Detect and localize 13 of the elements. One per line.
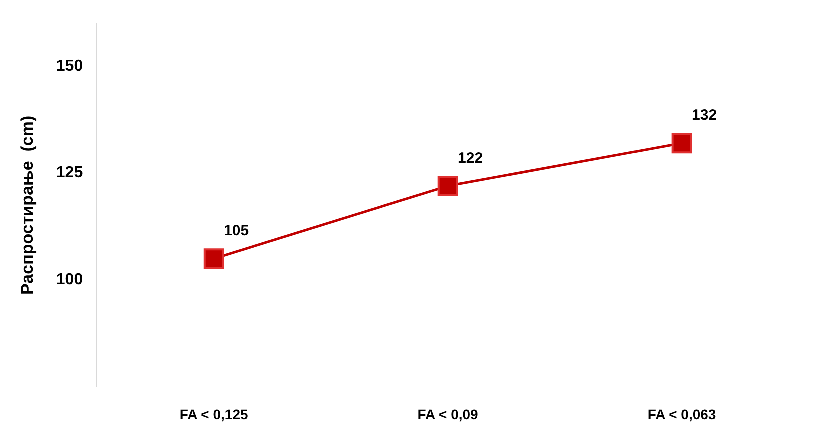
x-tick-label: FA < 0,125 [180,406,248,422]
data-label: 132 [692,107,718,124]
data-label: 105 [224,222,250,240]
y-tick-label: 125 [56,164,84,182]
y-tick-label: 100 [56,272,84,289]
point [204,248,224,270]
data-label: 122 [458,150,484,167]
x-tick-label: FA < 0,09 [418,406,479,422]
y-tick-label: 150 [56,58,84,75]
point [438,176,458,196]
point [672,133,692,154]
x-tick-label: FA < 0,063 [648,406,716,422]
y-axis-title: Распростирање (cm) [18,116,37,295]
